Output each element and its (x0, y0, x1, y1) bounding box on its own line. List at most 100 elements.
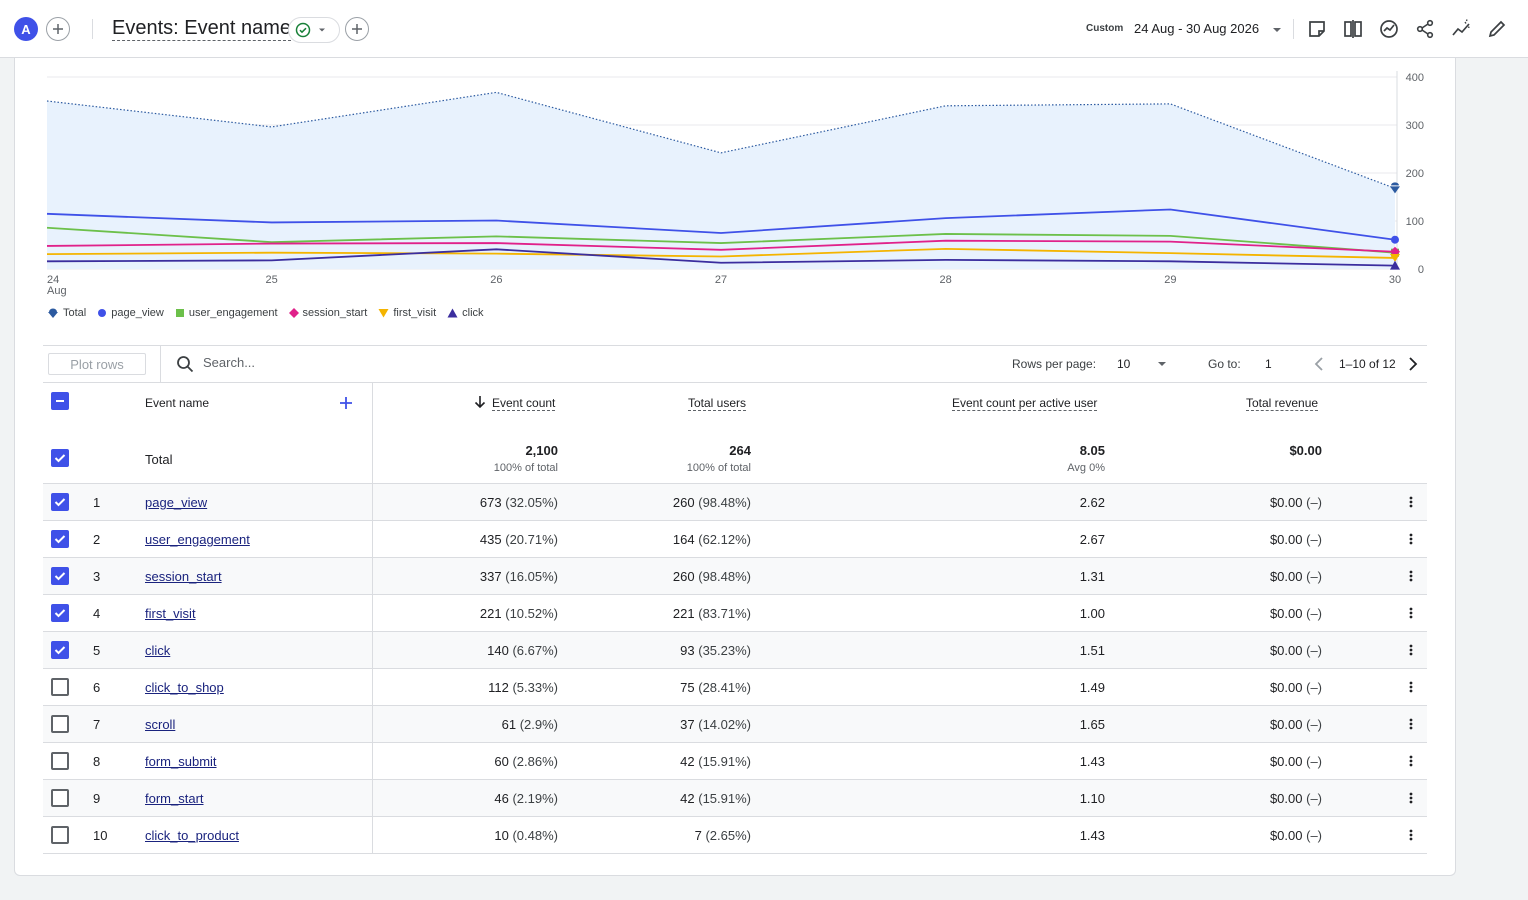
compare-button[interactable] (1341, 17, 1365, 41)
more-vert-icon[interactable] (1407, 828, 1415, 842)
totals-checkbox[interactable] (51, 449, 69, 467)
legend-item-click[interactable]: click (447, 307, 484, 319)
date-range-picker[interactable]: 24 Aug - 30 Aug 2026 (1134, 21, 1260, 36)
more-vert-icon[interactable] (1407, 606, 1415, 620)
row-checkbox[interactable] (51, 826, 69, 844)
plot-rows-button[interactable]: Plot rows (48, 353, 146, 375)
column-header-per-user[interactable]: Event count per active user (952, 396, 1098, 411)
revenue-cell: $0.00 (–) (1270, 569, 1322, 584)
rows-per-page-select[interactable]: 10 (1117, 357, 1131, 371)
trend-button[interactable] (1449, 17, 1473, 41)
revenue-pct: (–) (1306, 643, 1322, 658)
revenue-cell: $0.00 (–) (1270, 643, 1322, 658)
event-name[interactable]: user_engagement (145, 532, 250, 547)
divider (92, 19, 93, 39)
users-pct: (2.65%) (705, 828, 751, 843)
table-row[interactable]: 5 click 140 (6.67%) 93 (35.23%) 1.51 $0.00 (–… (43, 632, 1427, 669)
event-name-link[interactable]: click_to_product (145, 828, 239, 843)
caret-down-icon[interactable] (1272, 26, 1282, 34)
event-name[interactable]: form_submit (145, 754, 217, 769)
event-name[interactable]: scroll (145, 717, 176, 732)
event-name-link[interactable]: first_visit (145, 606, 196, 621)
table-row[interactable]: 1 page_view 673 (32.05%) 260 (98.48%) 2.62 $0… (43, 484, 1427, 521)
search-input[interactable] (203, 355, 503, 370)
table-row[interactable]: 6 click_to_shop 112 (5.33%) 75 (28.41%) 1.49… (43, 669, 1427, 706)
legend-item-page-view[interactable]: page_view (97, 307, 164, 319)
row-checkbox[interactable] (51, 493, 69, 511)
event-name[interactable]: first_visit (145, 606, 196, 621)
event-name[interactable]: click (145, 643, 171, 658)
more-vert-icon[interactable] (1407, 791, 1415, 805)
table-row[interactable]: 4 first_visit 221 (10.52%) 221 (83.71%) 1.00… (43, 595, 1427, 632)
trend-icon (1452, 19, 1470, 36)
legend-item-first-visit[interactable]: first_visit (378, 307, 436, 319)
table-row[interactable]: 9 form_start 46 (2.19%) 42 (15.91%) 1.10 $0.0… (43, 780, 1427, 817)
table-row[interactable]: 7 scroll 61 (2.9%) 37 (14.02%) 1.65 $0.00 (–) (43, 706, 1427, 743)
per-user-cell: 1.31 (1079, 569, 1105, 584)
event-name-link[interactable]: click (145, 643, 170, 658)
legend-item-user-engagement[interactable]: user_engagement (175, 307, 278, 319)
row-checkbox[interactable] (51, 604, 69, 622)
total-event-count: 2,100 (525, 443, 558, 458)
event-name-link[interactable]: scroll (145, 717, 175, 732)
event-name-link[interactable]: click_to_shop (145, 680, 224, 695)
add-filter-button[interactable] (345, 17, 369, 41)
share-button[interactable] (1413, 17, 1437, 41)
revenue-pct: (–) (1306, 606, 1322, 621)
row-checkbox[interactable] (51, 530, 69, 548)
column-header-total-revenue[interactable]: Total revenue (1246, 396, 1319, 411)
table-row[interactable]: 3 session_start 337 (16.05%) 260 (98.48%) 1.… (43, 558, 1427, 595)
users-count: 42 (680, 791, 695, 806)
page-title[interactable]: Events: Event name (112, 17, 291, 41)
check-circle-icon (295, 22, 311, 38)
caret-down-icon[interactable] (1157, 360, 1167, 368)
per-user-cell: 1.00 (1079, 606, 1105, 621)
row-checkbox[interactable] (51, 789, 69, 807)
edit-button[interactable] (1485, 17, 1509, 41)
insights-button[interactable] (1377, 17, 1401, 41)
event-name-link[interactable]: form_submit (145, 754, 217, 769)
more-vert-icon[interactable] (1407, 717, 1415, 731)
event-name[interactable]: session_start (145, 569, 222, 584)
table-row[interactable]: 10 click_to_product 10 (0.48%) 7 (2.65%) 1.4… (43, 817, 1427, 854)
legend-item-session-start[interactable]: session_start (288, 307, 367, 319)
event-name-link[interactable]: form_start (145, 791, 204, 806)
legend-item-total[interactable]: Total (47, 307, 86, 319)
more-vert-icon[interactable] (1407, 643, 1415, 657)
go-to-input[interactable]: 1 (1265, 357, 1272, 371)
more-vert-icon[interactable] (1407, 569, 1415, 583)
row-checkbox[interactable] (51, 567, 69, 585)
event-name[interactable]: form_start (145, 791, 204, 806)
revenue: $0.00 (1269, 495, 1303, 510)
filter-status-dropdown[interactable] (288, 17, 340, 43)
avatar[interactable]: A (14, 17, 38, 41)
more-vert-icon[interactable] (1407, 754, 1415, 768)
event-name[interactable]: click_to_shop (145, 680, 224, 695)
chevron-left-icon[interactable] (1312, 355, 1326, 373)
legend-marker-icon (97, 308, 107, 318)
table-row[interactable]: 2 user_engagement 435 (20.71%) 164 (62.12%)… (43, 521, 1427, 558)
note-button[interactable] (1305, 17, 1329, 41)
row-checkbox[interactable] (51, 678, 69, 696)
row-checkbox[interactable] (51, 641, 69, 659)
row-checkbox[interactable] (51, 752, 69, 770)
event-count-pct: (16.05%) (505, 569, 558, 584)
event-name-link[interactable]: user_engagement (145, 532, 250, 547)
table-row[interactable]: 8 form_submit 60 (2.86%) 42 (15.91%) 1.43 $0.… (43, 743, 1427, 780)
more-vert-icon[interactable] (1407, 532, 1415, 546)
more-vert-icon[interactable] (1407, 495, 1415, 509)
users-count: 37 (680, 717, 695, 732)
event-name-link[interactable]: page_view (145, 495, 207, 510)
event-name-link[interactable]: session_start (145, 569, 222, 584)
column-header-total-users[interactable]: Total users (688, 396, 747, 411)
select-all-checkbox[interactable] (51, 392, 69, 410)
column-header-event-count[interactable]: Event count (492, 396, 556, 411)
add-comparison-button[interactable] (46, 17, 70, 41)
row-checkbox[interactable] (51, 715, 69, 733)
event-name[interactable]: click_to_product (145, 828, 239, 843)
event-name[interactable]: page_view (145, 495, 208, 510)
more-vert-icon[interactable] (1407, 680, 1415, 694)
plus-icon[interactable] (339, 396, 353, 410)
chevron-right-icon[interactable] (1406, 355, 1420, 373)
dimension-header[interactable]: Event name (145, 396, 210, 410)
